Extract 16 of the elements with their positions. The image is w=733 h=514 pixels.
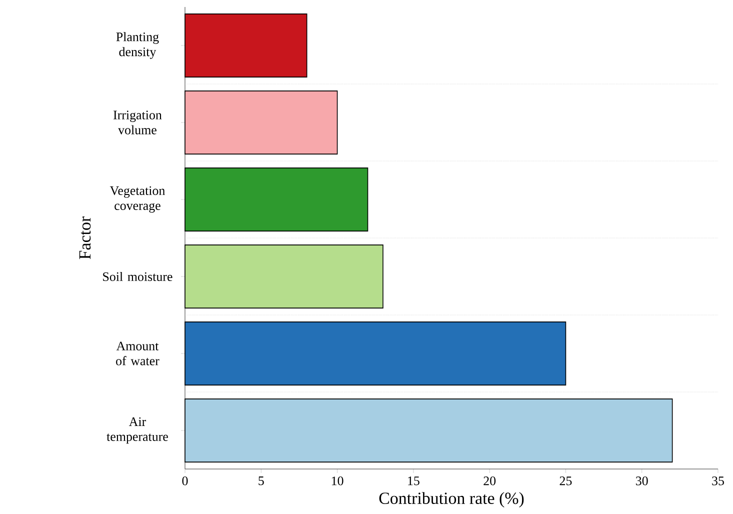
y-tick-label: Planting density [116,32,159,59]
y-tick-label: Air temperature [106,417,168,444]
x-tick-label: 25 [560,476,572,486]
x-tick-label: 35 [712,476,724,486]
y-tick-label: Vegetation coverage [110,186,165,213]
x-tick-label: 0 [182,476,188,486]
y-tick-label: Irrigation volume [113,110,162,134]
y-axis-title: Factor [79,216,91,260]
x-axis-title: Contribution rate (%) [379,492,524,508]
y-tick-label: Amount of water [116,342,160,366]
x-tick-label: 5 [258,476,264,486]
x-tick-label: 30 [636,476,648,486]
x-tick-label: 10 [332,476,344,486]
x-tick-label: 15 [408,476,420,486]
y-tick-label: Soil moisture [103,272,172,282]
x-tick-label: 20 [484,476,496,486]
